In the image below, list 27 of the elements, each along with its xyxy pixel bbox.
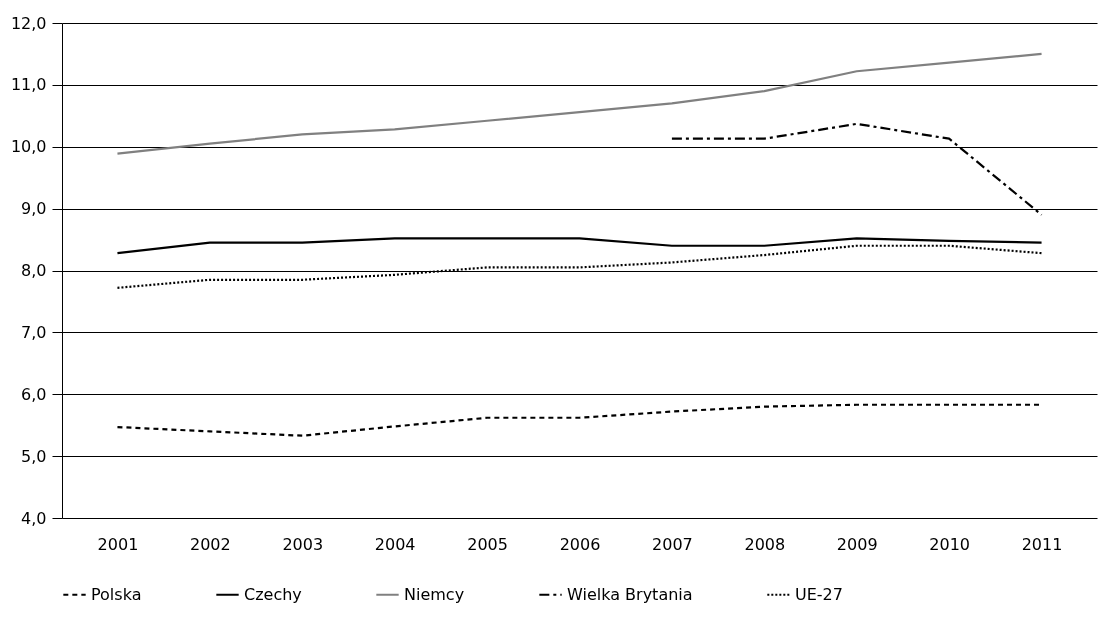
- x-tick-label: 2003: [282, 534, 324, 554]
- y-tick-label: 12,0: [10, 13, 47, 33]
- x-tick-label: 2007: [652, 534, 693, 554]
- legend-label: Niemcy: [404, 584, 465, 604]
- legend-label: Polska: [91, 584, 142, 604]
- x-tick-label: 2006: [559, 534, 601, 554]
- x-tick-label: 2001: [97, 534, 139, 554]
- line-series: [116, 52, 1043, 155]
- x-tick-label: 2011: [1021, 534, 1063, 554]
- y-tick-label: 5,0: [21, 446, 47, 466]
- y-tick-label: 11,0: [10, 75, 47, 95]
- x-tick-label: 2010: [929, 534, 970, 554]
- x-tick-label: 2004: [374, 534, 416, 554]
- x-tick-label: 2002: [190, 534, 231, 554]
- y-tick-label: 9,0: [21, 199, 47, 219]
- y-tick-label: 8,0: [21, 261, 47, 280]
- x-tick-label: 2005: [467, 534, 508, 554]
- legend-label: UE-27: [795, 584, 843, 604]
- line-series: [116, 237, 1043, 255]
- y-tick-label: 7,0: [21, 322, 47, 342]
- y-tick-label: 4,0: [21, 508, 47, 528]
- legend-label: Czechy: [244, 584, 302, 604]
- legend-label: Wielka Brytania: [567, 584, 693, 604]
- y-tick-label: 10,0: [10, 137, 47, 157]
- x-tick-label: 2009: [836, 534, 878, 554]
- y-tick-label: 6,0: [21, 384, 47, 404]
- x-tick-label: 2008: [744, 534, 786, 554]
